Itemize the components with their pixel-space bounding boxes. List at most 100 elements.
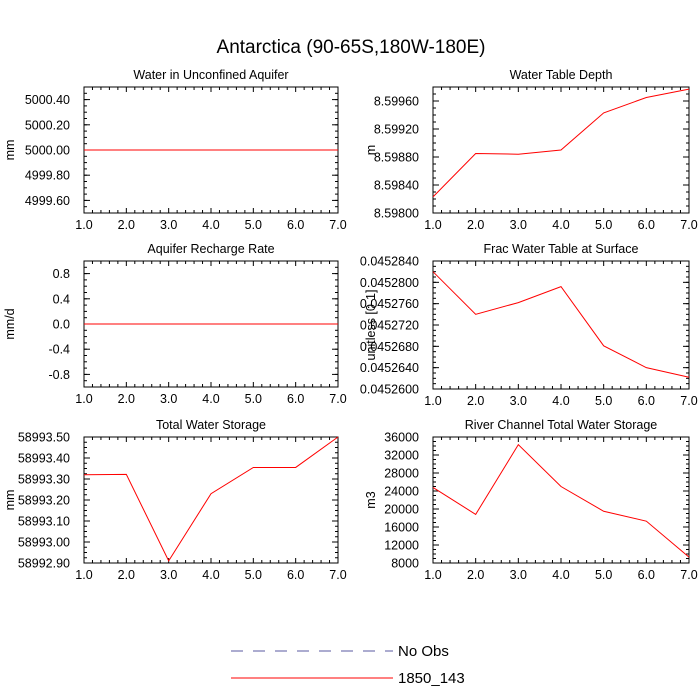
- y-tick-label: 0.0452600: [360, 383, 419, 397]
- x-tick-label: 7.0: [680, 394, 697, 408]
- y-tick-label: 8.59840: [374, 179, 419, 193]
- panels: Water in Unconfined Aquifer mm 1.0 2.0 3.0 4.…: [3, 68, 698, 582]
- y-tick-label: 58993.20: [18, 494, 70, 508]
- series-line: [432, 443, 690, 558]
- y-tick-label: 4999.80: [25, 169, 70, 183]
- panel-title: Water Table Depth: [510, 68, 613, 82]
- x-tick-label: 1.0: [424, 218, 441, 232]
- panel-title: Water in Unconfined Aquifer: [133, 68, 288, 82]
- series-line: [83, 436, 339, 562]
- x-tick-label: 2.0: [467, 218, 484, 232]
- y-axis-label: mm: [3, 490, 17, 511]
- y-tick-label: 8.59880: [374, 151, 419, 165]
- figure-title: Antarctica (90-65S,180W-180E): [217, 37, 486, 58]
- chart-panel-3: Aquifer Recharge Rate mm/d 1.0 2.0 3.0 4.0 5.0…: [3, 242, 347, 406]
- x-tick-label: 4.0: [202, 392, 219, 406]
- x-tick-label: 6.0: [638, 568, 655, 582]
- legend-label-1: No Obs: [398, 643, 449, 660]
- x-tick-label: 5.0: [245, 392, 262, 406]
- chart-panel-6: River Channel Total Water Storage m3 1.0 2.…: [364, 418, 698, 582]
- y-tick-label: -0.4: [48, 343, 70, 357]
- x-tick-label: 6.0: [638, 218, 655, 232]
- y-tick-label: 5000.20: [25, 118, 70, 132]
- y-axis-label: mm/d: [3, 308, 17, 339]
- x-tick-label: 7.0: [680, 218, 697, 232]
- y-tick-label: 58993.00: [18, 536, 70, 550]
- x-tick-label: 5.0: [245, 568, 262, 582]
- y-tick-label: 8000: [391, 557, 419, 571]
- x-tick-label: 4.0: [552, 218, 569, 232]
- chart-panel-1: Water in Unconfined Aquifer mm 1.0 2.0 3.0 4.…: [3, 68, 347, 232]
- y-tick-label: 5000.40: [25, 93, 70, 107]
- x-tick-label: 6.0: [287, 568, 304, 582]
- x-tick-label: 4.0: [552, 568, 569, 582]
- y-tick-label: 5000.00: [25, 144, 70, 158]
- y-tick-label: 28000: [384, 467, 419, 481]
- series-line: [432, 271, 690, 378]
- x-tick-label: 3.0: [160, 218, 177, 232]
- x-tick-label: 3.0: [510, 218, 527, 232]
- x-tick-label: 4.0: [202, 218, 219, 232]
- x-tick-label: 5.0: [595, 568, 612, 582]
- y-tick-label: 12000: [384, 539, 419, 553]
- panel-title: Aquifer Recharge Rate: [147, 242, 274, 256]
- x-tick-label: 6.0: [287, 392, 304, 406]
- x-tick-label: 3.0: [160, 568, 177, 582]
- y-tick-label: 58992.90: [18, 557, 70, 571]
- y-tick-label: -0.8: [48, 368, 70, 382]
- y-tick-label: 8.59800: [374, 207, 419, 221]
- y-tick-label: 58993.50: [18, 431, 70, 445]
- legend-label-2: 1850_143: [398, 670, 465, 687]
- y-tick-label: 0.0452720: [360, 319, 419, 333]
- y-tick-label: 58993.30: [18, 473, 70, 487]
- y-axis-label: unitless [0-1]: [364, 290, 378, 361]
- plot-frame: [83, 436, 339, 564]
- y-tick-label: 0.0452800: [360, 276, 419, 290]
- x-tick-label: 2.0: [118, 392, 135, 406]
- chart-panel-2: Water Table Depth m 1.0 2.0 3.0 4.0 5.0 6.0 7.0 8…: [364, 68, 698, 232]
- y-axis-label: mm: [3, 140, 17, 161]
- y-tick-label: 0.0452840: [360, 255, 419, 269]
- panel-title: Total Water Storage: [156, 418, 266, 432]
- x-tick-label: 6.0: [638, 394, 655, 408]
- chart-panel-4: Frac Water Table at Surface unitless [0-1…: [360, 242, 698, 408]
- x-tick-label: 7.0: [329, 392, 346, 406]
- y-tick-label: 8.59920: [374, 123, 419, 137]
- y-tick-label: 0.4: [53, 292, 70, 306]
- x-tick-label: 5.0: [245, 218, 262, 232]
- y-axis-label: m3: [364, 491, 378, 508]
- x-tick-label: 1.0: [424, 394, 441, 408]
- x-tick-label: 2.0: [118, 218, 135, 232]
- x-tick-label: 3.0: [160, 392, 177, 406]
- series-line: [432, 88, 690, 198]
- y-tick-label: 0.0452760: [360, 297, 419, 311]
- y-tick-label: 32000: [384, 449, 419, 463]
- x-tick-label: 7.0: [329, 218, 346, 232]
- y-tick-label: 36000: [384, 431, 419, 445]
- x-tick-label: 2.0: [118, 568, 135, 582]
- y-tick-label: 20000: [384, 503, 419, 517]
- y-axis-label: m: [364, 145, 378, 155]
- chart-panel-5: Total Water Storage mm 1.0 2.0 3.0 4.0 5.0 6.0 7…: [3, 418, 347, 582]
- legend: No Obs 1850_143: [231, 643, 465, 687]
- y-tick-label: 24000: [384, 485, 419, 499]
- x-tick-label: 4.0: [202, 568, 219, 582]
- y-tick-label: 4999.60: [25, 194, 70, 208]
- x-tick-label: 5.0: [595, 394, 612, 408]
- x-tick-label: 7.0: [329, 568, 346, 582]
- x-tick-label: 3.0: [510, 568, 527, 582]
- y-tick-label: 58993.10: [18, 515, 70, 529]
- x-tick-label: 1.0: [75, 568, 92, 582]
- y-tick-label: 0.0: [53, 318, 70, 332]
- plot-frame: [432, 260, 690, 390]
- x-tick-label: 7.0: [680, 568, 697, 582]
- x-tick-label: 2.0: [467, 394, 484, 408]
- x-tick-label: 4.0: [552, 394, 569, 408]
- x-tick-label: 3.0: [510, 394, 527, 408]
- y-tick-label: 0.8: [53, 267, 70, 281]
- x-tick-label: 2.0: [467, 568, 484, 582]
- x-tick-label: 1.0: [75, 218, 92, 232]
- y-tick-label: 0.0452680: [360, 340, 419, 354]
- y-tick-label: 8.59960: [374, 95, 419, 109]
